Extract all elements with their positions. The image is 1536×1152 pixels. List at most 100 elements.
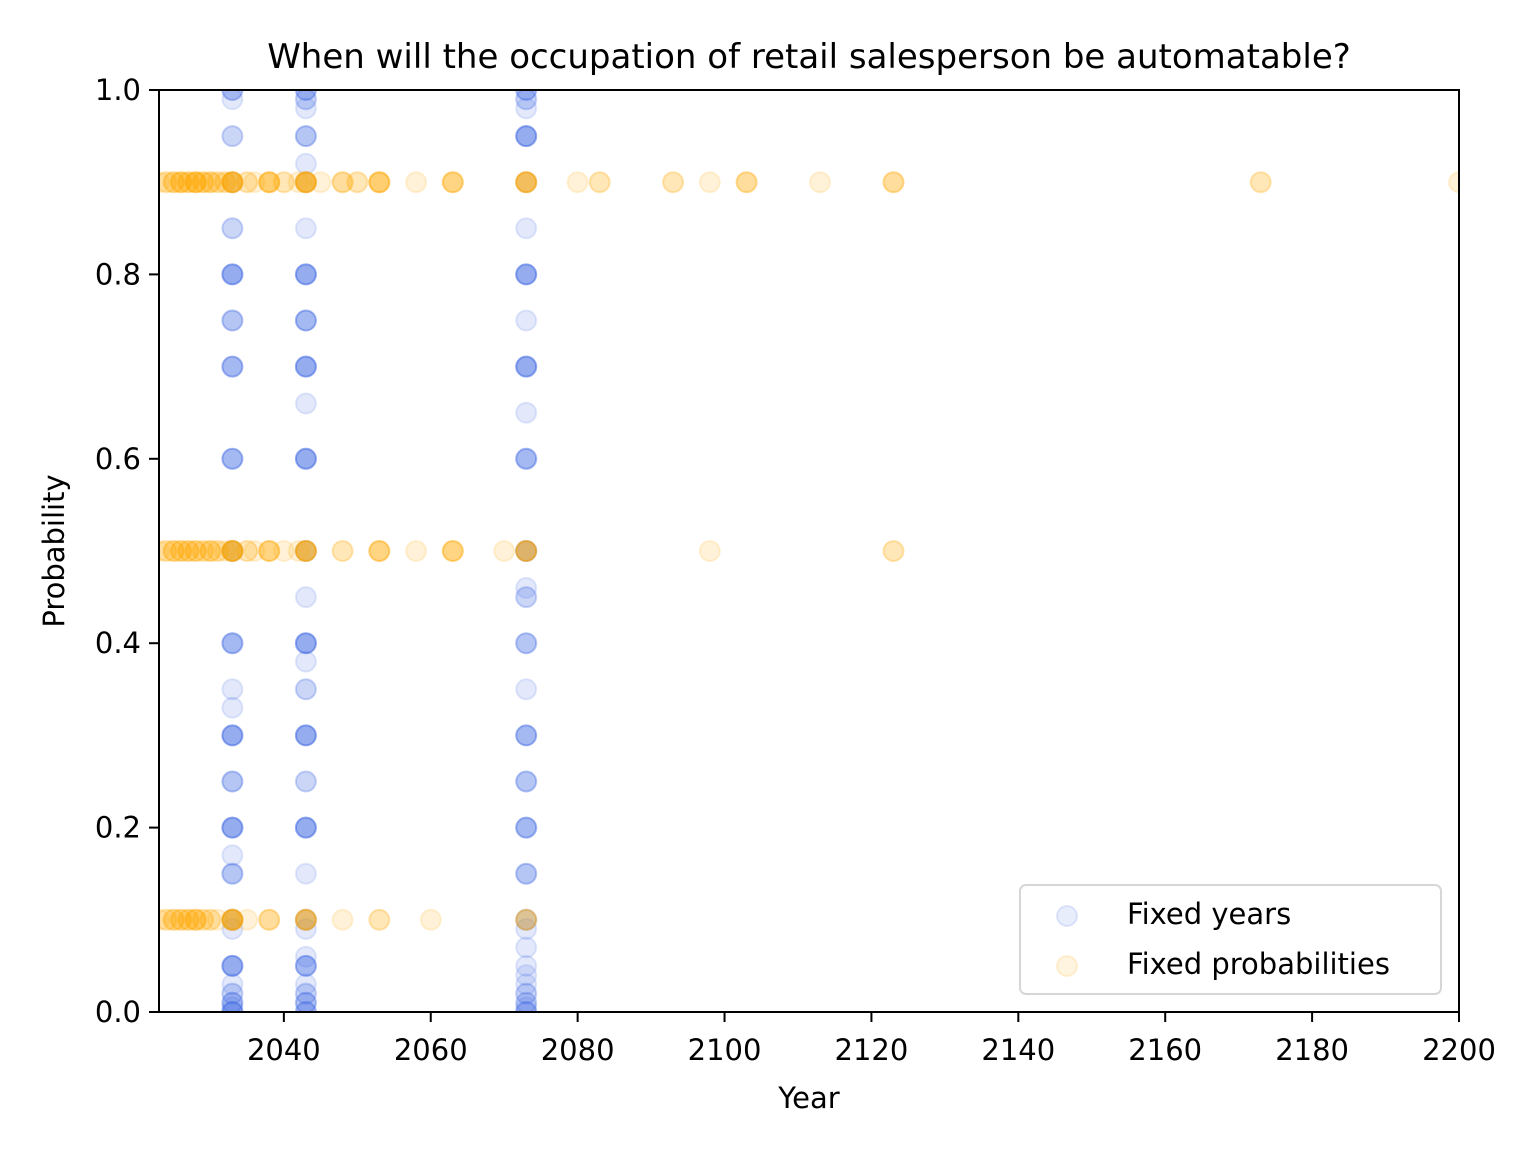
legend-label-fixed-probabilities: Fixed probabilities — [1127, 947, 1390, 981]
legend-marker-fixed-probabilities — [1056, 955, 1078, 977]
data-point — [515, 309, 538, 332]
data-point — [221, 540, 244, 562]
data-point — [192, 171, 215, 194]
legend-marker-fixed-years — [1056, 905, 1078, 927]
data-point — [221, 217, 244, 240]
data-point — [515, 171, 538, 194]
data-point — [221, 770, 244, 793]
data-point — [162, 908, 185, 931]
data-point — [294, 171, 317, 194]
data-point — [199, 171, 222, 194]
data-point — [405, 171, 428, 194]
data-point — [294, 982, 317, 1005]
data-point — [294, 171, 317, 194]
x-tick-label: 2100 — [688, 1033, 762, 1067]
data-point — [405, 540, 428, 562]
data-point — [294, 540, 317, 562]
data-point — [221, 991, 244, 1012]
data-point — [294, 540, 317, 562]
data-point — [162, 171, 185, 194]
data-point — [441, 540, 464, 562]
data-point — [294, 309, 317, 332]
data-point — [294, 540, 317, 562]
data-point — [184, 908, 207, 931]
data-point — [184, 908, 207, 931]
y-tick-label: 0.6 — [95, 442, 141, 476]
data-point — [515, 770, 538, 793]
data-point — [287, 171, 310, 194]
data-point — [184, 171, 207, 194]
data-point — [515, 862, 538, 885]
data-point — [221, 770, 244, 793]
data-point — [515, 982, 538, 1005]
data-point — [258, 171, 281, 194]
data-point — [177, 171, 200, 194]
data-point — [221, 171, 244, 194]
data-point — [346, 171, 369, 194]
data-point — [294, 954, 317, 977]
data-point — [221, 540, 244, 562]
data-point — [221, 908, 244, 931]
data-point — [294, 447, 317, 470]
data-point — [515, 1001, 538, 1012]
data-point — [515, 90, 538, 101]
data-point — [515, 991, 538, 1012]
data-point — [177, 540, 200, 562]
data-point — [294, 171, 317, 194]
data-point — [331, 171, 354, 194]
data-point — [441, 171, 464, 194]
data-point — [243, 540, 266, 562]
data-point — [294, 309, 317, 332]
legend: Fixed years Fixed probabilities — [1019, 884, 1442, 995]
data-point — [177, 908, 200, 931]
data-point — [236, 540, 259, 562]
legend-label-fixed-years: Fixed years — [1127, 897, 1291, 931]
data-point — [170, 908, 192, 931]
data-point — [184, 171, 207, 194]
data-point — [221, 816, 244, 839]
data-point — [515, 540, 538, 562]
series-fixed-years — [221, 90, 538, 1012]
data-point — [294, 125, 317, 148]
data-point — [184, 540, 207, 562]
data-point — [515, 263, 538, 286]
data-point — [162, 908, 185, 931]
data-point — [221, 355, 244, 378]
data-point — [515, 355, 538, 378]
legend-box — [1019, 884, 1442, 995]
data-point — [294, 954, 317, 977]
data-point — [294, 770, 317, 793]
data-point — [177, 540, 200, 562]
data-point — [294, 171, 317, 194]
data-point — [206, 540, 229, 562]
x-tick-label: 2140 — [981, 1033, 1055, 1067]
x-axis-label: Year — [777, 1081, 839, 1115]
data-point — [221, 309, 244, 332]
data-point — [515, 125, 538, 148]
data-points — [159, 90, 1459, 1012]
data-point — [515, 991, 538, 1012]
data-point — [515, 724, 538, 747]
data-point — [294, 1001, 317, 1012]
data-point — [368, 540, 391, 562]
data-point — [515, 171, 538, 194]
data-point — [221, 844, 244, 867]
data-point — [294, 263, 317, 286]
data-point — [221, 540, 244, 562]
data-point — [515, 263, 538, 286]
data-point — [221, 309, 244, 332]
data-point — [221, 724, 244, 747]
data-point — [515, 447, 538, 470]
data-point — [294, 263, 317, 286]
data-point — [294, 447, 317, 470]
data-point — [221, 954, 244, 977]
data-point — [294, 632, 317, 655]
data-point — [294, 447, 317, 470]
data-point — [662, 171, 685, 194]
data-point — [177, 540, 200, 562]
plot-area-frame — [158, 89, 1460, 1013]
data-point — [588, 171, 611, 194]
data-point — [294, 90, 317, 111]
data-point — [515, 90, 538, 111]
data-point — [515, 401, 538, 424]
